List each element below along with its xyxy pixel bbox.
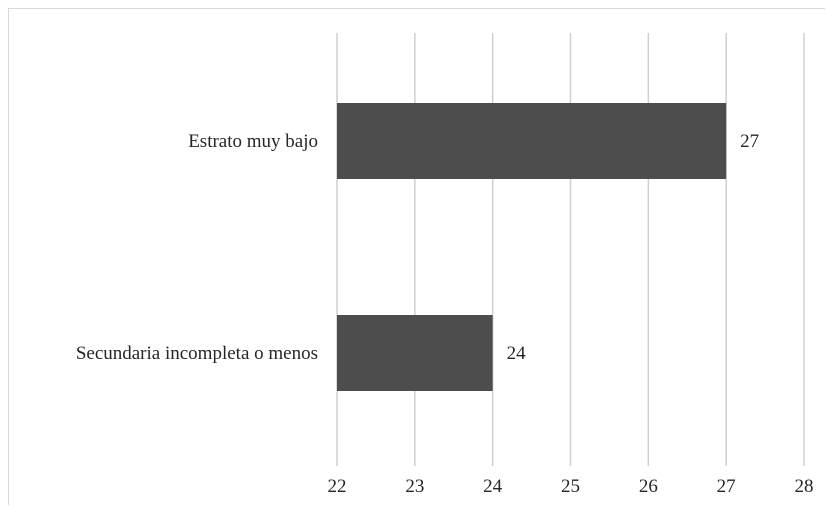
chart-frame <box>8 8 825 505</box>
x-tick-label-25: 25 <box>561 476 580 497</box>
x-tick-label-23: 23 <box>405 476 424 497</box>
bar-1 <box>337 315 493 391</box>
bar-0 <box>337 103 727 179</box>
category-label-1: Secundaria incompleta o menos <box>76 343 318 364</box>
x-tick-label-22: 22 <box>328 476 347 497</box>
x-tick-label-26: 26 <box>639 476 658 497</box>
data-label-0: 27 <box>740 131 759 152</box>
category-label-0: Estrato muy bajo <box>188 131 318 152</box>
data-label-1: 24 <box>507 343 526 364</box>
x-tick-label-24: 24 <box>483 476 503 497</box>
x-tick-label-27: 27 <box>717 476 736 497</box>
x-tick-label-28: 28 <box>795 476 814 497</box>
